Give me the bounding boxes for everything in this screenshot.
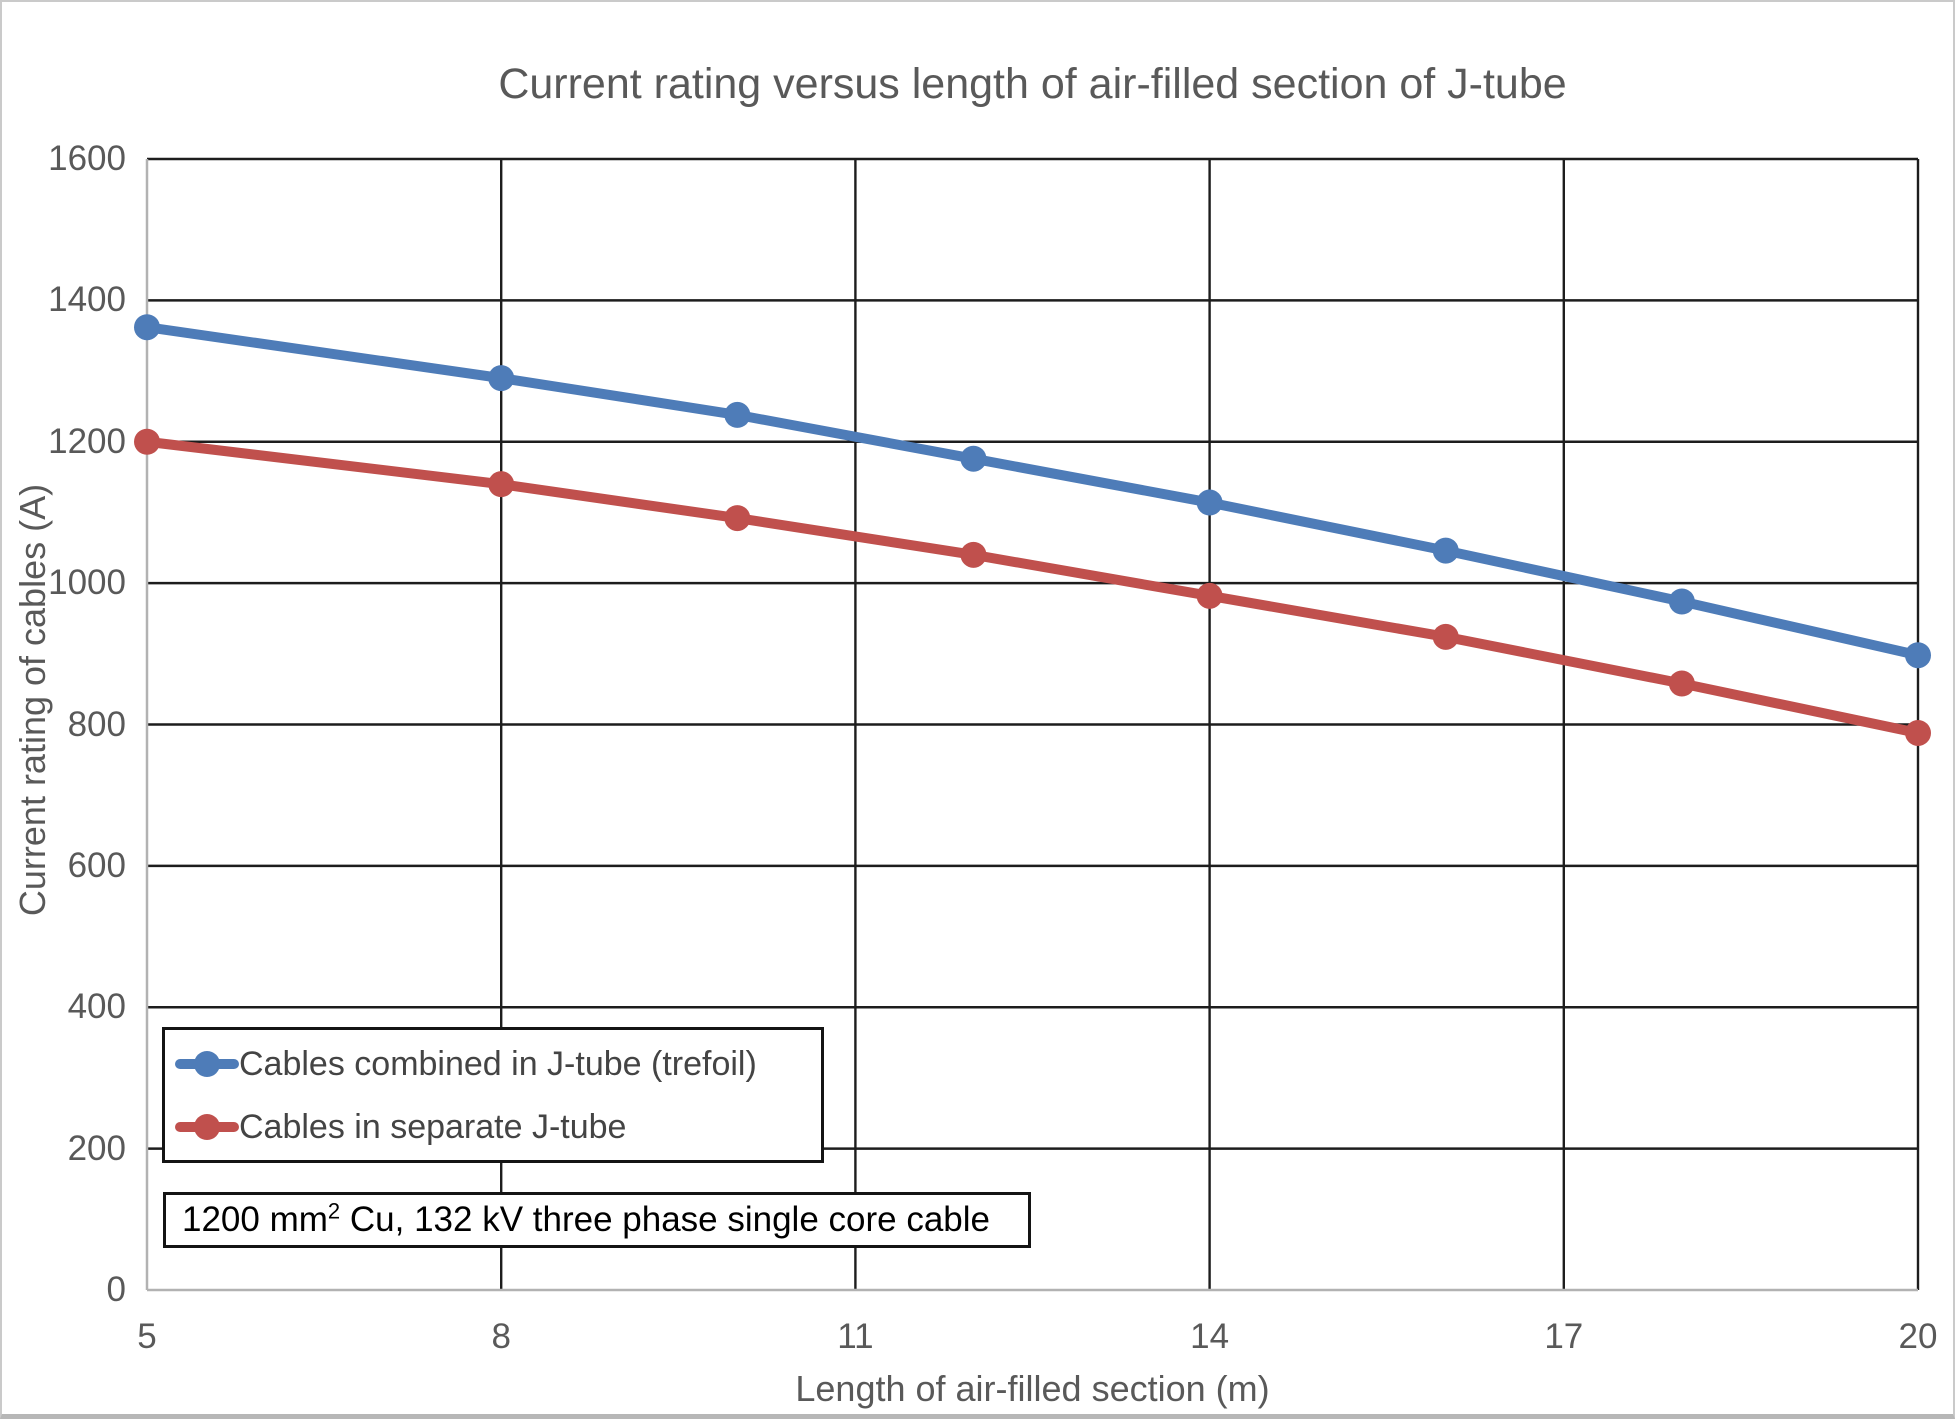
y-tick-label: 0 bbox=[106, 1270, 126, 1309]
y-tick-label: 400 bbox=[67, 987, 126, 1027]
x-tick-label: 5 bbox=[137, 1317, 157, 1356]
y-tick-label: 600 bbox=[67, 845, 126, 885]
y-tick-label: 200 bbox=[67, 1128, 126, 1168]
annotation-text: 1200 mm2 Cu, 132 kV three phase single c… bbox=[182, 1198, 990, 1239]
legend-item-combined: Cables combined in J-tube (trefoil) bbox=[175, 1044, 821, 1084]
y-axis-title: Current rating of cables (A) bbox=[12, 483, 53, 917]
data-point bbox=[1905, 642, 1931, 669]
data-point bbox=[724, 401, 751, 428]
legend-label: Cables in separate J-tube bbox=[239, 1107, 627, 1146]
legend: Cables combined in J-tube (trefoil) Cabl… bbox=[162, 1027, 824, 1163]
data-point bbox=[1905, 719, 1931, 746]
series-line-0 bbox=[142, 322, 1923, 661]
legend-label: Cables combined in J-tube (trefoil) bbox=[239, 1044, 757, 1083]
data-point bbox=[1432, 537, 1459, 564]
legend-item-separate: Cables in separate J-tube bbox=[175, 1107, 821, 1147]
data-point bbox=[488, 365, 515, 392]
data-point bbox=[724, 505, 751, 532]
x-tick-label: 8 bbox=[491, 1317, 511, 1356]
annotation-box: 1200 mm2 Cu, 132 kV three phase single c… bbox=[163, 1192, 1031, 1248]
data-point bbox=[960, 445, 987, 472]
data-point bbox=[134, 314, 160, 341]
x-tick-label: 20 bbox=[1898, 1317, 1938, 1356]
y-tick-label: 1400 bbox=[48, 280, 126, 320]
data-point bbox=[1668, 670, 1695, 697]
y-tick-label: 800 bbox=[67, 704, 126, 744]
y-tick-label: 1000 bbox=[48, 563, 126, 603]
data-point bbox=[1668, 588, 1695, 615]
data-point bbox=[1196, 582, 1223, 609]
legend-marker-red-icon bbox=[175, 1113, 239, 1141]
x-tick-label: 11 bbox=[837, 1317, 874, 1356]
data-point bbox=[960, 541, 987, 568]
x-tick-label: 17 bbox=[1544, 1317, 1584, 1356]
y-tick-label: 1200 bbox=[48, 421, 126, 461]
x-tick-label: 14 bbox=[1190, 1317, 1230, 1356]
chart-title: Current rating versus length of air-fill… bbox=[498, 60, 1567, 108]
data-point bbox=[1432, 623, 1459, 650]
series-line-1 bbox=[142, 436, 1923, 738]
x-axis-title: Length of air-filled section (m) bbox=[795, 1368, 1270, 1409]
data-point bbox=[134, 428, 160, 455]
data-point bbox=[1196, 489, 1223, 516]
data-point bbox=[488, 471, 515, 498]
legend-marker-blue-icon bbox=[175, 1050, 239, 1078]
y-tick-label: 1600 bbox=[48, 139, 126, 178]
